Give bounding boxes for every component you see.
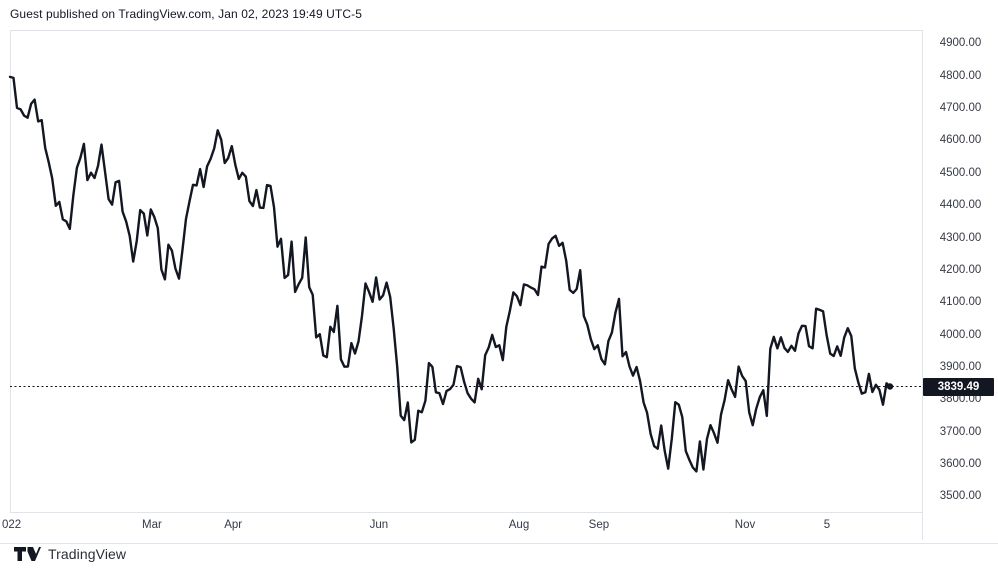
price-tick-label: 4600.00 <box>939 134 982 147</box>
time-tick-label: Apr <box>224 519 243 531</box>
tradingview-logo[interactable] <box>14 546 41 562</box>
tradingview-attribution[interactable]: TradingView <box>14 546 126 562</box>
attribution-text: Guest published on TradingView.com, Jan … <box>10 7 362 21</box>
time-tick-label: Sep <box>588 519 610 531</box>
price-tick-label: 3700.00 <box>939 425 982 438</box>
price-tick-label: 4200.00 <box>939 263 982 276</box>
price-tick-label: 4700.00 <box>939 102 982 115</box>
price-tick-label: 4300.00 <box>939 231 982 244</box>
time-tick-label: Nov <box>734 519 756 531</box>
time-axis[interactable]: 022 Mar Apr Jun Aug Sep Nov 5 <box>0 513 922 543</box>
chart-plot-area[interactable] <box>10 30 922 512</box>
price-line <box>8 75 892 473</box>
time-axis-separator <box>10 512 923 513</box>
time-tick-label: Aug <box>508 519 530 531</box>
time-tick-label: Mar <box>141 519 162 531</box>
price-tick-label: 3900.00 <box>939 360 982 373</box>
last-price-marker <box>886 383 894 390</box>
price-tick-label: 4000.00 <box>939 328 982 341</box>
price-tick-label: 3800.00 <box>939 393 982 406</box>
plot-border-left <box>10 30 11 512</box>
time-tick-label: 022 <box>2 519 22 531</box>
price-axis-separator <box>922 30 923 540</box>
tradingview-brand-text[interactable]: TradingView <box>48 546 127 562</box>
price-tick-label: 4500.00 <box>939 166 982 179</box>
price-tick-label: 3600.00 <box>939 457 982 470</box>
price-tick-label: 3500.00 <box>939 490 982 503</box>
price-tick-label: 4100.00 <box>939 296 982 309</box>
time-tick-label: Jun <box>369 519 389 531</box>
time-tick-label: 5 <box>823 519 831 531</box>
price-tick-label: 4400.00 <box>939 199 982 212</box>
footer-separator <box>0 543 998 544</box>
price-tick-label: 4800.00 <box>939 69 982 82</box>
last-price-label: 3839.49 <box>923 377 994 396</box>
plot-border-top <box>10 30 923 31</box>
price-tick-label: 4900.00 <box>939 37 982 50</box>
price-axis[interactable]: 4900.00 4800.00 4700.00 4600.00 4500.00 4400.… <box>923 30 998 512</box>
